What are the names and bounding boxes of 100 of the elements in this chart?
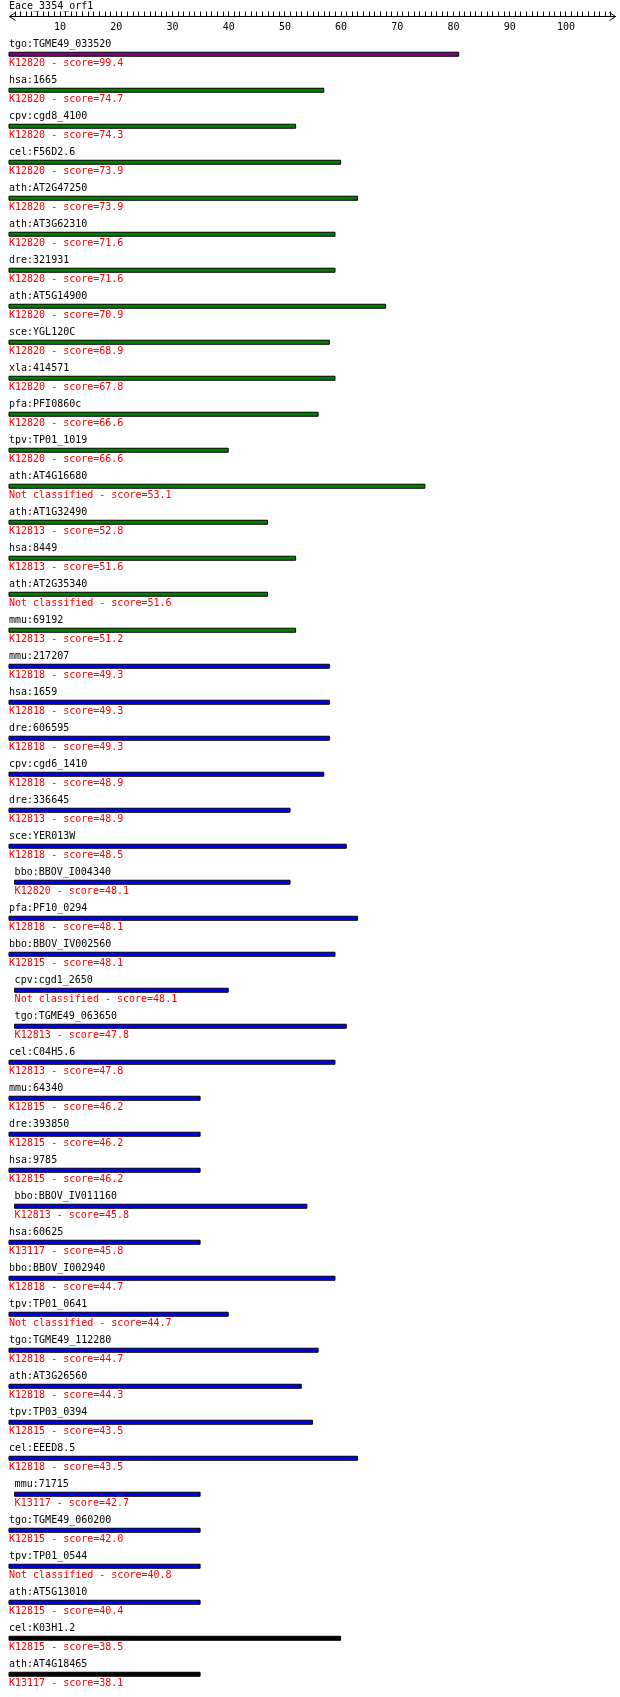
annotation: K12818 - score=48.1 [9,921,124,933]
annotation: K12820 - score=66.6 [9,453,124,465]
annotation: Not classified - score=53.1 [9,489,172,501]
y-tick-label: cel:EEED8.5 [9,1442,76,1454]
y-tick-label: ath:AT5G14900 [9,290,88,302]
annotation: K12820 - score=48.1 [14,885,130,897]
y-tick-label: ath:AT3G62310 [9,218,88,230]
chart-title: Eace_3354_orf1 [9,0,94,12]
annotation: Not classified - score=40.8 [9,1569,172,1581]
annotation: K12813 - score=48.9 [9,813,124,825]
annotation: K13117 - score=38.1 [9,1677,124,1689]
y-tick-label: dre:606595 [9,722,70,734]
bar [8,447,229,453]
y-tick-label: tpv:TP03_0394 [9,1406,88,1419]
y-tick-label: tgo:TGME49_112280 [9,1334,112,1347]
y-tick-label: mmu:64340 [9,1082,64,1094]
bar [8,771,325,777]
y-tick-label: tgo:TGME49_063650 [14,1010,117,1023]
bar [8,1239,201,1245]
annotation: K12815 - score=46.2 [9,1137,124,1149]
y-tick-label: hsa:8449 [9,542,58,554]
bar [8,1311,229,1317]
annotation: Not classified - score=48.1 [14,993,178,1005]
x-tick-label: 80 [447,20,460,32]
bar [8,1059,336,1065]
bar [8,1347,319,1353]
bar [8,51,460,57]
bar [14,987,229,993]
bar [8,375,336,381]
bar [14,1491,201,1497]
x-tick-label: 60 [335,20,348,32]
annotation: K12815 - score=43.5 [9,1425,124,1437]
annotation: K12818 - score=49.3 [9,669,124,681]
annotation: K12820 - score=74.3 [9,129,124,141]
bar [8,123,297,129]
y-tick-label: hsa:1665 [9,74,58,86]
x-tick-label: 50 [278,20,291,32]
bar [8,1671,201,1677]
bar [8,1275,336,1281]
y-tick-label: ath:AT4G18465 [9,1658,88,1670]
y-tick-label: sce:YGL120C [9,326,76,338]
y-tick-label: bbo:BBOV_I004340 [14,866,111,879]
bar [14,1023,347,1029]
x-tick-label: 100 [556,20,575,32]
annotation: K12813 - score=47.8 [9,1065,124,1077]
x-tick-label: 90 [503,20,516,32]
x-tick-label: 10 [54,20,67,32]
annotation: K12815 - score=48.1 [9,957,124,969]
y-tick-label: tpv:TP01_0544 [9,1550,88,1563]
y-tick-label: ath:AT3G26560 [9,1370,88,1382]
y-tick-label: ath:AT2G47250 [9,182,88,194]
bar [8,1383,302,1389]
bar [8,1131,201,1137]
y-tick-label: mmu:217207 [9,650,70,662]
bar [8,267,336,273]
y-tick-label: mmu:69192 [9,614,64,626]
bar [8,159,342,165]
annotation: K12820 - score=66.6 [9,417,124,429]
y-tick-label: dre:393850 [9,1118,70,1130]
y-tick-label: tpv:TP01_1019 [9,434,88,447]
y-tick-label: hsa:9785 [9,1154,58,1166]
y-tick-label: cel:F56D2.6 [9,146,76,158]
y-tick-label: cpv:cgd6_1410 [9,758,88,771]
annotation: K12813 - score=45.8 [14,1209,130,1221]
bar [8,231,336,237]
annotation: K12818 - score=48.9 [9,777,124,789]
bar [14,879,291,885]
x-tick-label: 20 [110,20,123,32]
annotation: K12818 - score=44.7 [9,1353,124,1365]
annotation: K12820 - score=67.8 [9,381,124,393]
annotation: K12813 - score=47.8 [14,1029,130,1041]
bar [8,1419,313,1425]
x-tick-label: 30 [166,20,179,32]
annotation: K12815 - score=38.5 [9,1641,124,1653]
annotation: K12815 - score=46.2 [9,1101,124,1113]
y-tick-label: hsa:1659 [9,686,58,698]
bar [8,339,330,345]
annotation: K12815 - score=42.0 [9,1533,124,1545]
y-tick-label: mmu:71715 [14,1478,69,1490]
bar [8,699,330,705]
bar [8,1455,358,1461]
bar [8,519,269,525]
bar [8,627,297,633]
annotation: K12818 - score=44.7 [9,1281,124,1293]
y-tick-label: bbo:BBOV_IV002560 [9,938,112,951]
bar [8,195,358,201]
annotation: K12813 - score=51.2 [9,633,124,645]
bar [8,1167,201,1173]
annotation: K12813 - score=51.6 [9,561,124,573]
y-tick-label: ath:AT1G32490 [9,506,88,518]
bar [8,807,291,813]
bar [8,87,325,93]
annotation: K12818 - score=49.3 [9,741,124,753]
annotation: K12820 - score=68.9 [9,345,124,357]
y-tick-label: dre:321931 [9,254,70,266]
bar [8,411,319,417]
bar [8,1599,201,1605]
bar [8,1527,201,1533]
y-tick-label: cpv:cgd8_4100 [9,110,88,123]
bar [8,1095,201,1101]
